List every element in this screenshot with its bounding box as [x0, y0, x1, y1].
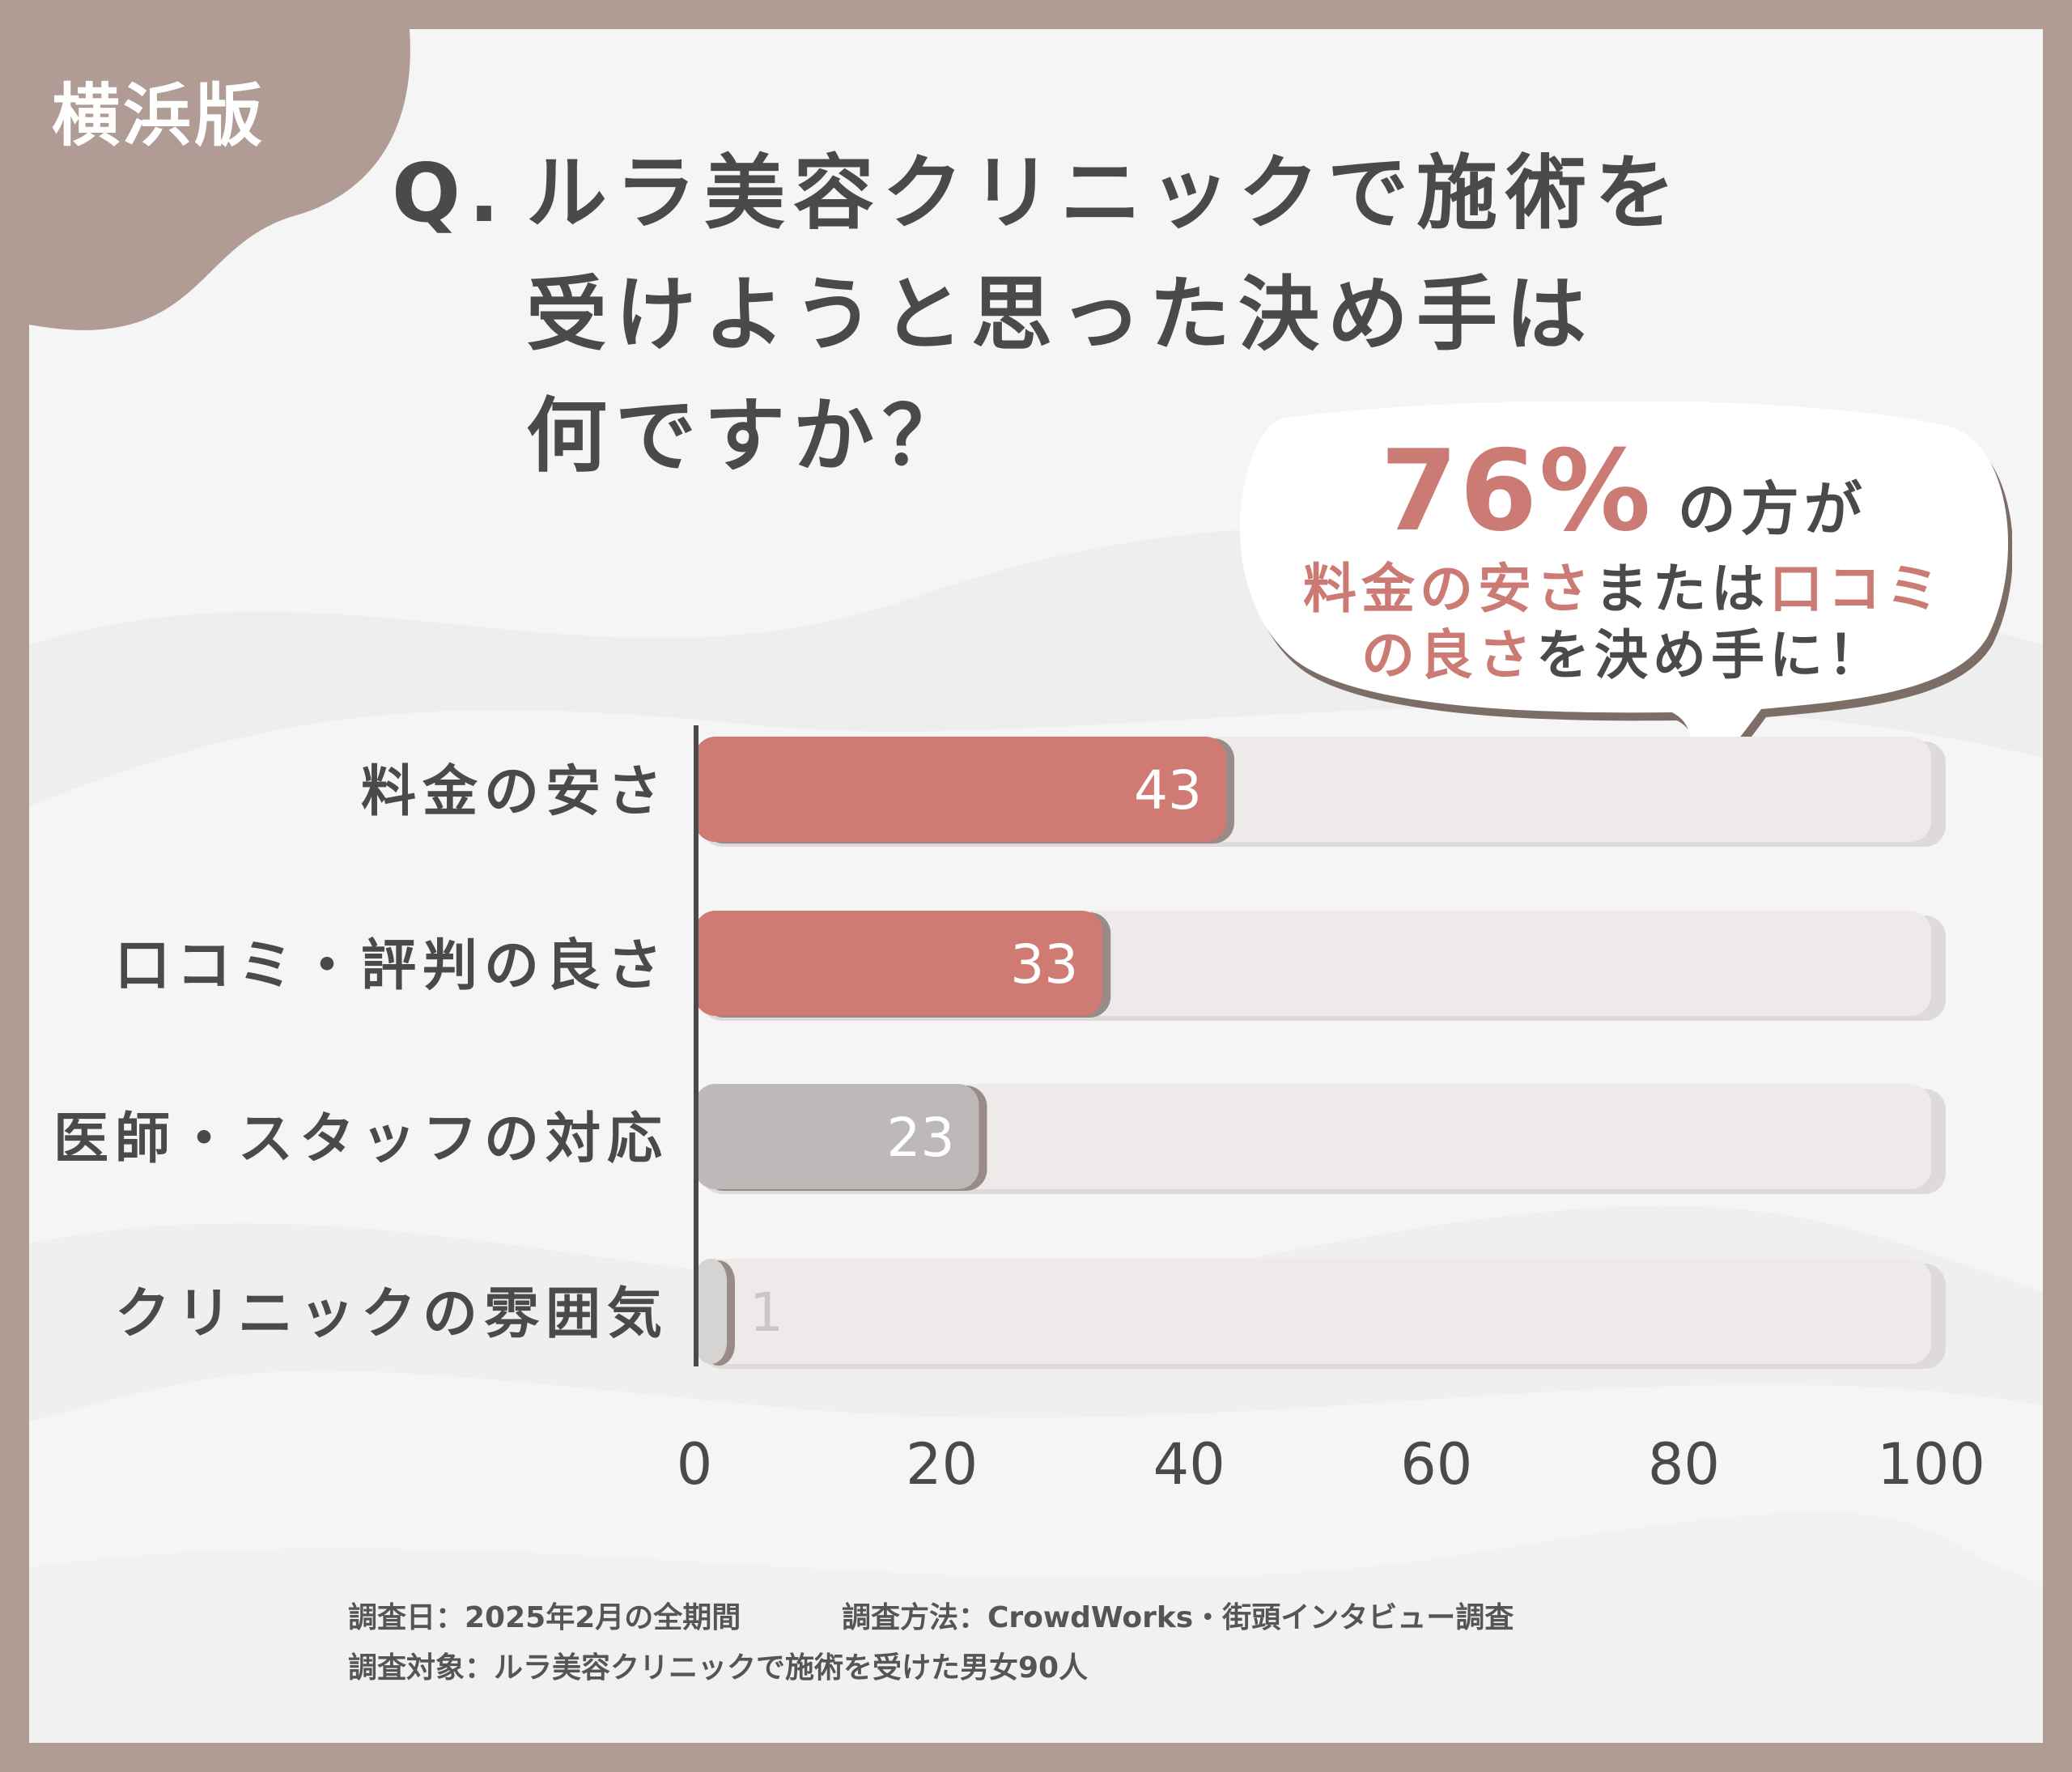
callout-text: 76% の方が 料金の安さまたは口コミ の良さを決め手に！	[1243, 426, 2004, 689]
bar-value-label: 33	[1010, 933, 1078, 996]
x-tick-label: 80	[1648, 1431, 1720, 1498]
bar-chart: 43 料金の安さ 33 口コミ・評判の良さ 23 医師・スタッフの対応 1 クリニックの雰囲気…	[53, 725, 1985, 1498]
x-tick-label: 40	[1153, 1431, 1225, 1498]
speech-bubble	[1239, 402, 2012, 790]
callout-line-2: 料金の安さまたは口コミ	[1243, 556, 2004, 623]
callout-percent: 76%	[1380, 426, 1653, 556]
bar-value-label: 23	[886, 1107, 954, 1169]
bar-track	[694, 1084, 1931, 1189]
card: 横浜版 Q. ルラ美容クリニックで施術を 受けようと思った決め手は 何ですか？ …	[29, 29, 2043, 1743]
corner-tag-shape	[29, 29, 410, 330]
callout-suffix: の方が	[1677, 475, 1867, 543]
bar	[694, 911, 1103, 1016]
category-label: 料金の安さ	[361, 760, 669, 824]
survey-target: 調査対象：ルラ美容クリニックで施術を受けた男女90人	[348, 1651, 1089, 1685]
x-tick-label: 0	[677, 1431, 713, 1498]
callout-or: または	[1594, 558, 1769, 620]
bar-value-label: 43	[1134, 759, 1202, 822]
category-label: クリニックの雰囲気	[115, 1282, 669, 1346]
survey-method: 調査方法：CrowdWorks・街頭インタビュー調査	[842, 1601, 1514, 1634]
question-prefix: Q.	[392, 146, 507, 240]
bar	[694, 1084, 979, 1189]
bar-value-label: 1	[749, 1281, 783, 1344]
x-tick-label: 100	[1877, 1431, 1985, 1498]
callout-goodness: の良さ	[1361, 624, 1536, 686]
callout-decider: を決め手に！	[1536, 624, 1886, 686]
title-line-1: ルラ美容クリニックで施術を	[526, 146, 1684, 240]
callout-line-3: の良さを決め手に！	[1243, 623, 2004, 689]
title-line-3: 何ですか？	[526, 389, 971, 483]
bar	[694, 737, 1227, 842]
bar-track	[694, 1259, 1931, 1364]
region-tag: 横浜版	[52, 76, 266, 155]
callout-line-1: 76% の方が	[1243, 426, 2004, 556]
callout-reviews: 口コミ	[1769, 558, 1944, 620]
category-label: 医師・スタッフの対応	[53, 1107, 669, 1171]
survey-date: 調査日：2025年2月の全期間	[348, 1601, 741, 1634]
x-tick-label: 20	[906, 1431, 978, 1498]
callout-price: 料金の安さ	[1303, 558, 1594, 620]
x-tick-label: 60	[1400, 1431, 1472, 1498]
title-line-2: 受けようと思った決め手は	[526, 267, 1594, 362]
bar	[694, 1259, 727, 1364]
category-label: 口コミ・評判の良さ	[115, 934, 669, 998]
